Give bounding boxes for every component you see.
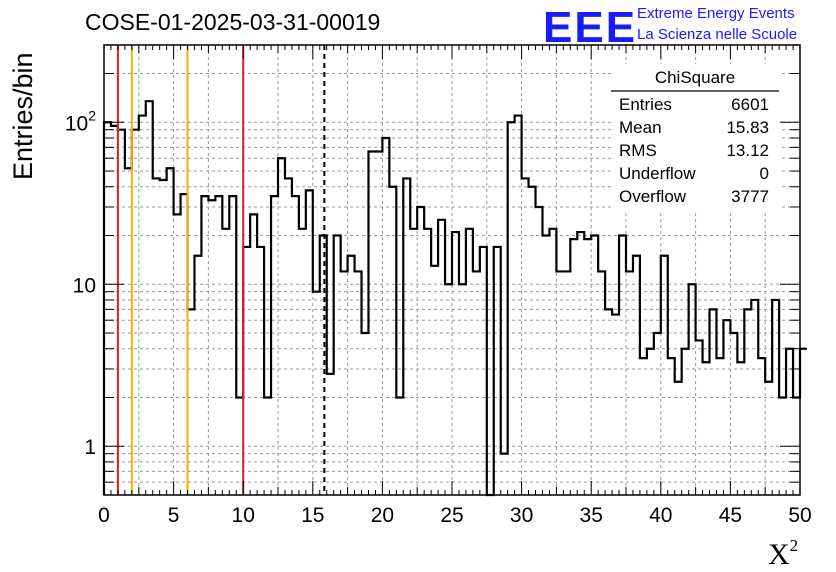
stats-label: RMS (619, 141, 657, 160)
chart-title: COSE-01-2025-03-31-00019 (85, 9, 380, 35)
eee-logo: EEE Extreme Energy Events La Scienza nel… (543, 3, 797, 52)
axis-ticks: 0 5 10 15 20 25 30 35 40 45 50 1 10 102 (65, 45, 812, 527)
logo-mark: EEE (543, 3, 637, 52)
logo-line-1: Extreme Energy Events (637, 5, 795, 22)
x-tick-label: 25 (440, 504, 463, 527)
stats-box-bg (611, 64, 779, 212)
histogram-line (102, 100, 807, 497)
stats-label: Entries (619, 95, 672, 114)
x-tick-label: 0 (98, 504, 110, 527)
stats-value: 3777 (731, 187, 769, 206)
x-tick-label: 50 (788, 504, 811, 527)
stats-label: Overflow (619, 187, 687, 206)
x-tick-label: 40 (649, 504, 672, 527)
stats-value: 6601 (731, 95, 769, 114)
x-tick-label: 10 (232, 504, 255, 527)
x-tick-label: 5 (168, 504, 180, 527)
x-tick-label: 45 (719, 504, 742, 527)
histogram (102, 100, 807, 497)
y-tick-label: 102 (65, 107, 96, 135)
x-axis-title-sup: 2 (790, 536, 799, 555)
x-axis-title: X2 (768, 536, 798, 571)
stats-value: 13.12 (726, 141, 769, 160)
x-tick-label: 20 (371, 504, 394, 527)
x-tick-label: 30 (510, 504, 533, 527)
y-axis-title: Entries/bin (8, 52, 38, 180)
x-axis-title-base: X (768, 538, 790, 571)
logo-line-2: La Scienza nelle Scuole (637, 26, 797, 43)
stats-value: 15.83 (726, 118, 769, 137)
y-tick-label: 1 (84, 436, 96, 459)
stats-value: 0 (760, 164, 769, 183)
stats-label: Mean (619, 118, 662, 137)
stats-rows: Entries 6601 Mean 15.83 RMS 13.12 Underflow 0 Ov… (619, 95, 769, 206)
stats-label: Underflow (619, 164, 696, 183)
x-tick-label: 15 (301, 504, 324, 527)
y-tick-label: 10 (73, 274, 96, 297)
stats-title: ChiSquare (655, 68, 735, 87)
stats-box: ChiSquare Entries 6601 Mean 15.83 RMS 13.12 Un… (611, 64, 779, 212)
x-tick-label: 35 (580, 504, 603, 527)
reference-lines (116, 45, 326, 495)
